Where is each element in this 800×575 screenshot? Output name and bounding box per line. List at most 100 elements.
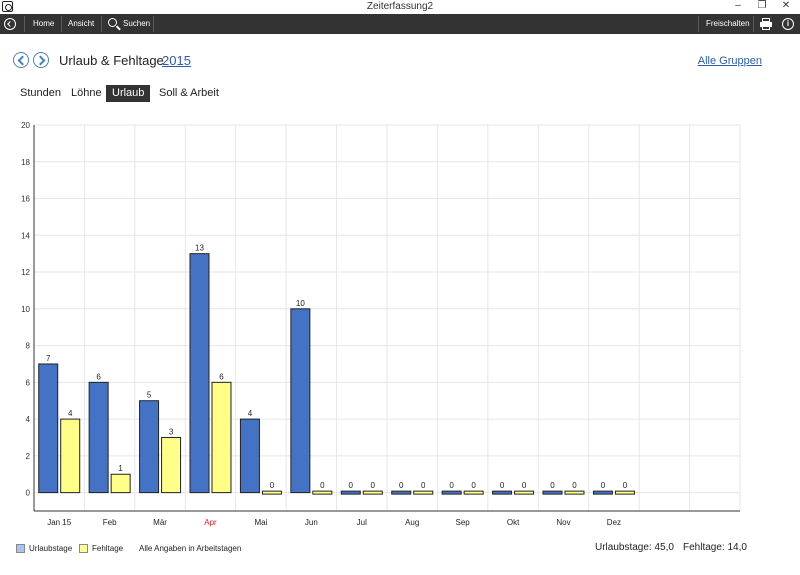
y-tick-label: 4 <box>26 415 31 424</box>
printer-icon[interactable] <box>760 18 772 30</box>
bar-fehltage <box>463 490 484 495</box>
bar-fehltage <box>362 490 383 495</box>
y-tick-label: 14 <box>21 231 30 240</box>
unlock-button[interactable]: Freischalten <box>706 19 750 28</box>
bar-value-label: 0 <box>449 481 454 490</box>
tab-stunden[interactable]: Stunden <box>20 87 61 99</box>
y-tick-label: 20 <box>21 121 30 130</box>
toolbar-divider <box>753 16 754 32</box>
bar-value-label: 6 <box>219 372 224 381</box>
toolbar-divider <box>153 16 154 32</box>
restore-button[interactable]: ❐ <box>757 0 767 11</box>
close-button[interactable]: ✕ <box>781 0 791 11</box>
title-bar: Zeiterfassung2 – ❐ ✕ <box>0 0 800 14</box>
bar-urlaubstage <box>139 400 160 494</box>
toolbar-divider <box>24 16 25 32</box>
back-arrow-icon[interactable] <box>4 18 16 30</box>
bar-value-label: 0 <box>522 481 527 490</box>
bar-urlaubstage <box>391 490 412 495</box>
bar-fehltage <box>614 490 635 495</box>
units-note: Alle Angaben in Arbeitstagen <box>139 544 242 553</box>
page-title: Urlaub & Fehltage <box>59 53 164 68</box>
next-arrow-icon[interactable] <box>33 52 49 68</box>
tab-urlaub[interactable]: Urlaub <box>106 85 151 102</box>
bar-fehltage <box>211 381 232 494</box>
y-tick-label: 2 <box>26 452 31 461</box>
toolbar-divider <box>61 16 62 32</box>
bar-value-label: 0 <box>550 481 555 490</box>
bar-value-label: 0 <box>399 481 404 490</box>
bar-urlaubstage <box>88 381 109 494</box>
bar-value-label: 0 <box>500 481 505 490</box>
x-tick-label: Okt <box>507 518 520 527</box>
bar-urlaubstage <box>340 490 361 495</box>
bar-value-label: 7 <box>46 354 51 363</box>
x-tick-label: Nov <box>556 518 570 527</box>
y-tick-label: 10 <box>21 305 30 314</box>
bar-fehltage <box>261 490 282 495</box>
bar-urlaubstage <box>441 490 462 495</box>
bar-urlaubstage <box>239 418 260 494</box>
y-tick-label: 8 <box>26 342 31 351</box>
info-icon[interactable]: i <box>782 18 794 30</box>
bar-urlaubstage <box>492 490 513 495</box>
bar-fehltage <box>110 473 131 494</box>
x-tick-label: Mär <box>153 518 167 527</box>
all-groups-link[interactable]: Alle Gruppen <box>697 55 762 67</box>
legend-label-vacation: Urlaubstage <box>29 544 73 553</box>
bar-value-label: 0 <box>349 481 354 490</box>
bar-value-label: 0 <box>601 481 606 490</box>
window-title: Zeiterfassung2 <box>366 1 434 12</box>
bar-value-label: 6 <box>96 372 101 381</box>
bar-urlaubstage <box>189 253 210 494</box>
x-tick-label: Mai <box>254 518 267 527</box>
vacation-total: Urlaubstage: 45,0 <box>595 542 674 553</box>
bar-value-label: 0 <box>320 481 325 490</box>
bar-fehltage <box>312 490 333 495</box>
previous-arrow-icon[interactable] <box>13 52 29 68</box>
y-tick-label: 12 <box>21 268 30 277</box>
bar-value-label: 0 <box>421 481 426 490</box>
absence-total: Fehltage: 14,0 <box>683 542 747 553</box>
bar-value-label: 0 <box>371 481 376 490</box>
bar-urlaubstage <box>542 490 563 495</box>
bar-value-label: 10 <box>296 299 305 308</box>
bar-fehltage <box>161 436 182 494</box>
toolbar-divider <box>101 16 102 32</box>
bar-value-label: 4 <box>68 409 73 418</box>
legend-label-absence: Fehltage <box>92 544 124 553</box>
bar-fehltage <box>564 490 585 495</box>
tab-loehne[interactable]: Löhne <box>71 87 102 99</box>
bar-value-label: 0 <box>623 481 628 490</box>
bar-value-label: 0 <box>471 481 476 490</box>
toolbar: Home Ansicht Suchen Freischalten i <box>0 14 800 34</box>
x-tick-label: Sep <box>456 518 471 527</box>
bar-value-label: 3 <box>169 427 174 436</box>
vacation-bar-chart: 0 2 4 6 8 10 12 14 16 18 20 7 4 Jan 15 6 1 Feb 5 3 Mär 13 6 Ap… <box>21 121 741 527</box>
year-link[interactable]: 2015 <box>162 53 191 68</box>
bar-urlaubstage <box>592 490 613 495</box>
y-tick-label: 16 <box>21 195 30 204</box>
x-tick-label: Jun <box>305 518 318 527</box>
bar-fehltage <box>60 418 81 494</box>
search-button[interactable]: Suchen <box>123 19 151 28</box>
bar-urlaubstage <box>290 308 311 494</box>
bar-value-label: 5 <box>147 391 152 400</box>
bar-value-label: 0 <box>572 481 577 490</box>
bar-fehltage <box>413 490 434 495</box>
x-tick-label: Feb <box>103 518 117 527</box>
app-icon <box>2 1 13 12</box>
tab-soll-arbeit[interactable]: Soll & Arbeit <box>159 87 219 99</box>
search-icon[interactable] <box>108 18 117 27</box>
bar-value-label: 0 <box>270 481 275 490</box>
y-tick-label: 18 <box>21 158 30 167</box>
toolbar-divider <box>698 16 699 32</box>
x-tick-label: Jan 15 <box>47 518 72 527</box>
bar-fehltage <box>514 490 535 495</box>
minimize-button[interactable]: – <box>735 0 741 11</box>
x-tick-label: Jul <box>357 518 367 527</box>
legend-swatch-absence <box>79 544 88 553</box>
view-button[interactable]: Ansicht <box>68 19 95 28</box>
home-button[interactable]: Home <box>33 19 55 28</box>
bar-value-label: 4 <box>248 409 253 418</box>
